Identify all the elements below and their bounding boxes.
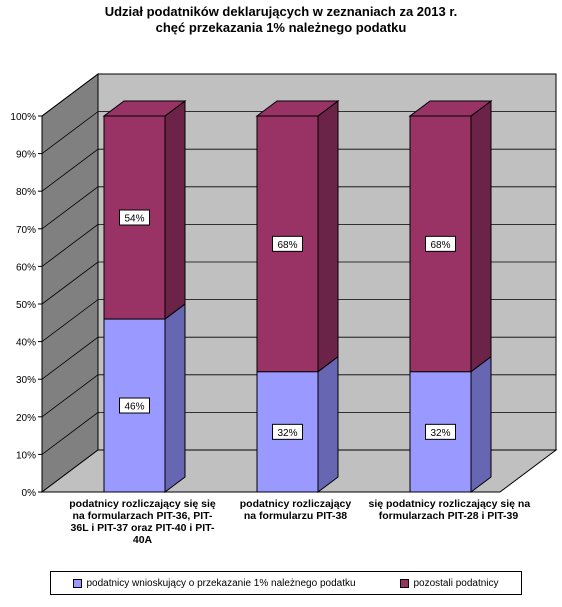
category-label-line: podatnicy rozliczający się się [69, 498, 216, 510]
data-label-box-requesting-2 [272, 423, 303, 440]
category-label-line: 40A [132, 534, 153, 546]
gridline [41, 299, 556, 342]
legend-item-requesting: podatnicy wnioskujący o przekazanie 1% n… [73, 577, 356, 589]
chart-title-line-2: chęć przekazania 1% należnego podatku [155, 20, 407, 35]
gridline [41, 336, 556, 380]
legend-swatch-requesting [73, 578, 83, 588]
bar-side-requesting-1 [164, 303, 186, 493]
category-label-line: na formularzu PIT-38 [243, 510, 348, 522]
bar-top-2 [255, 100, 340, 117]
category-label-line: formularzach PIT-28 i PIT-39 [378, 510, 519, 522]
category-label-1: podatnicy rozliczający się się na formula… [63, 498, 223, 546]
y-tick-label: 0% [22, 488, 37, 499]
data-label-requesting-3: 32% [430, 428, 450, 439]
gridline [41, 148, 556, 192]
gridline [41, 186, 556, 230]
data-label-others-1: 54% [124, 214, 144, 225]
bar-side-others-1 [164, 100, 186, 321]
data-label-box-others-2 [272, 235, 303, 252]
data-label-box-others-3 [425, 235, 456, 252]
y-tick-label: 30% [16, 375, 36, 386]
legend-item-others: pozostali podatnicy [400, 577, 499, 589]
bar-side-requesting-3 [470, 355, 492, 493]
data-label-requesting-2: 32% [277, 428, 297, 439]
y-tick-label: 90% [16, 150, 36, 161]
gridline [41, 223, 556, 267]
chart-title: Udział podatników deklarujących w zeznan… [0, 4, 562, 36]
gridline [41, 111, 556, 154]
legend-label-others: pozostali podatnicy [413, 577, 499, 589]
data-label-box-requesting-1 [119, 397, 150, 414]
bar-side-requesting-2 [317, 355, 339, 493]
category-label-2: podatnicy rozliczający na formularzu PIT-… [216, 498, 376, 522]
category-label-line: się podatnicy rozliczający się na [368, 498, 531, 510]
legend-swatch-others [400, 578, 410, 588]
bar-side-others-3 [470, 100, 492, 373]
category-label-line: podatnicy rozliczający [239, 498, 352, 510]
data-label-box-others-1 [119, 209, 150, 226]
category-label-line: na formularzach PIT-36, PIT- [72, 510, 213, 522]
y-tick-label: 80% [16, 187, 36, 198]
gridline [41, 261, 556, 305]
y-tick-label: 100% [10, 112, 36, 123]
data-label-requesting-1: 46% [124, 402, 144, 413]
y-tick-label: 50% [16, 300, 36, 311]
y-tick-label: 20% [16, 413, 36, 424]
legend: podatnicy wnioskujący o przekazanie 1% n… [50, 571, 522, 595]
y-tick-label: 70% [16, 225, 36, 236]
y-tick-label: 40% [16, 338, 36, 349]
data-label-others-2: 68% [277, 240, 297, 251]
bar-top-3 [408, 100, 493, 117]
y-tick-label: 10% [16, 450, 36, 461]
bar-side-others-2 [317, 100, 339, 373]
data-label-box-requesting-3 [425, 423, 456, 440]
category-label-line: 36L i PIT-37 oraz PIT-40 i PIT- [70, 522, 215, 534]
chart-title-line-1: Udział podatników deklarujących w zeznan… [104, 4, 458, 19]
bar-top-1 [102, 100, 187, 117]
category-label-3: się podatnicy rozliczający się na formula… [368, 498, 531, 522]
gridline [41, 73, 556, 117]
y-tick-label: 60% [16, 262, 36, 273]
legend-label-requesting: podatnicy wnioskujący o przekazanie 1% n… [86, 577, 356, 589]
gridline [41, 411, 556, 455]
gridline [41, 374, 556, 418]
data-label-others-3: 68% [430, 240, 450, 251]
